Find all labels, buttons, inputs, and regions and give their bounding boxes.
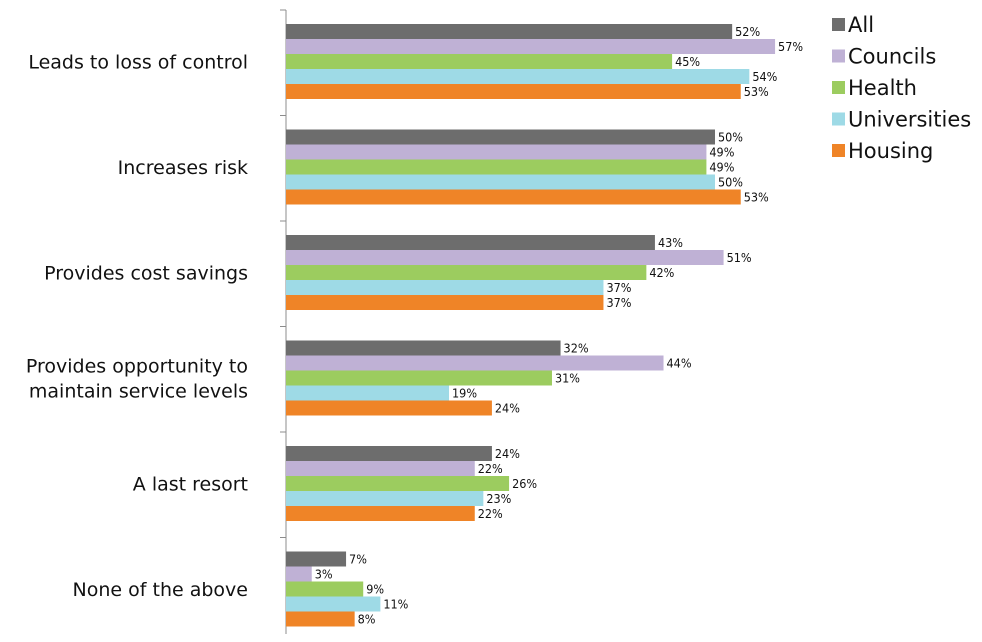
data-label: 43% <box>658 235 683 250</box>
data-label: 51% <box>727 250 752 265</box>
bar-universities <box>286 174 715 190</box>
category-label-line: A last resort <box>133 474 248 496</box>
bar-housing <box>286 506 475 521</box>
legend-label-housing: Housing <box>848 139 933 163</box>
data-label: 9% <box>366 582 384 597</box>
bar-councils <box>286 355 664 371</box>
bar-councils <box>286 144 707 160</box>
data-label: 50% <box>718 175 743 190</box>
legend-label-health: Health <box>848 76 917 100</box>
bar-universities <box>286 491 484 506</box>
bar-all <box>286 340 561 356</box>
bar-universities <box>286 596 381 612</box>
legend-swatch-all <box>832 18 845 31</box>
legend-swatch-health <box>832 81 845 94</box>
bar-housing <box>286 189 741 205</box>
bar-health <box>286 265 647 280</box>
legend-label-councils: Councils <box>848 45 936 69</box>
category-label: Provides cost savings <box>44 263 248 285</box>
data-label: 37% <box>606 295 631 310</box>
data-label: 26% <box>512 476 537 491</box>
bar-health <box>286 54 673 69</box>
bar-health <box>286 159 707 175</box>
data-label: 24% <box>495 401 520 416</box>
data-label: 49% <box>709 145 734 160</box>
bar-all <box>286 24 733 39</box>
bar-health <box>286 581 364 597</box>
axis <box>280 9 287 634</box>
category-label: A last resort <box>133 474 248 496</box>
data-label: 49% <box>709 160 734 175</box>
category-label: Provides opportunity to maintain service … <box>26 356 248 403</box>
bar-universities <box>286 280 604 295</box>
legend-swatch-housing <box>832 144 845 157</box>
data-label: 3% <box>315 567 333 582</box>
bar-councils <box>286 461 475 476</box>
legend: All Councils Health Universities Housing <box>832 13 971 163</box>
data-label: 37% <box>606 280 631 295</box>
bar-universities <box>286 69 750 84</box>
data-label: 32% <box>564 341 589 356</box>
bar-all <box>286 551 347 567</box>
category-label-line: None of the above <box>73 579 248 601</box>
bar-councils <box>286 566 312 582</box>
data-label: 8% <box>358 612 376 627</box>
bar-housing <box>286 400 492 416</box>
category-label: None of the above <box>73 579 248 601</box>
data-label: 53% <box>744 84 769 99</box>
legend-swatch-universities <box>832 112 845 126</box>
bars <box>286 24 776 627</box>
data-label: 53% <box>744 190 769 205</box>
data-label: 50% <box>718 130 743 145</box>
bar-all <box>286 129 715 145</box>
category-label-line: maintain service levels <box>29 381 248 403</box>
category-label: Increases risk <box>118 157 248 179</box>
data-label: 23% <box>486 491 511 506</box>
data-label: 52% <box>735 24 760 39</box>
data-label: 22% <box>478 461 503 476</box>
data-label: 22% <box>478 506 503 521</box>
category-label-line: Leads to loss of control <box>28 52 248 74</box>
bar-health <box>286 476 510 491</box>
bar-housing <box>286 295 604 310</box>
legend-label-universities: Universities <box>848 108 971 132</box>
bar-health <box>286 370 552 386</box>
data-label: 45% <box>675 54 700 69</box>
legend-swatch-councils <box>832 49 845 63</box>
bar-housing <box>286 611 355 627</box>
value-labels: 52%57%45%54%53%50%49%49%50%53%43%51%42%3… <box>315 24 804 627</box>
data-label: 44% <box>667 356 692 371</box>
category-label-line: Provides opportunity to <box>26 356 248 378</box>
category-label: Leads to loss of control <box>28 52 248 74</box>
category-label-line: Increases risk <box>118 157 248 179</box>
bar-universities <box>286 385 450 401</box>
data-label: 57% <box>778 39 803 54</box>
data-label: 19% <box>452 386 477 401</box>
data-label: 11% <box>383 597 408 612</box>
bar-councils <box>286 39 776 54</box>
data-label: 54% <box>752 69 777 84</box>
bar-all <box>286 446 492 461</box>
legend-label-all: All <box>848 13 874 37</box>
bar-housing <box>286 84 741 99</box>
data-label: 42% <box>649 265 674 280</box>
data-label: 7% <box>349 552 367 567</box>
data-label: 24% <box>495 446 520 461</box>
category-labels: Leads to loss of control Increases risk Pr… <box>26 52 248 602</box>
category-label-line: Provides cost savings <box>44 263 248 285</box>
bar-all <box>286 235 655 250</box>
data-label: 31% <box>555 371 580 386</box>
bar-councils <box>286 250 724 265</box>
